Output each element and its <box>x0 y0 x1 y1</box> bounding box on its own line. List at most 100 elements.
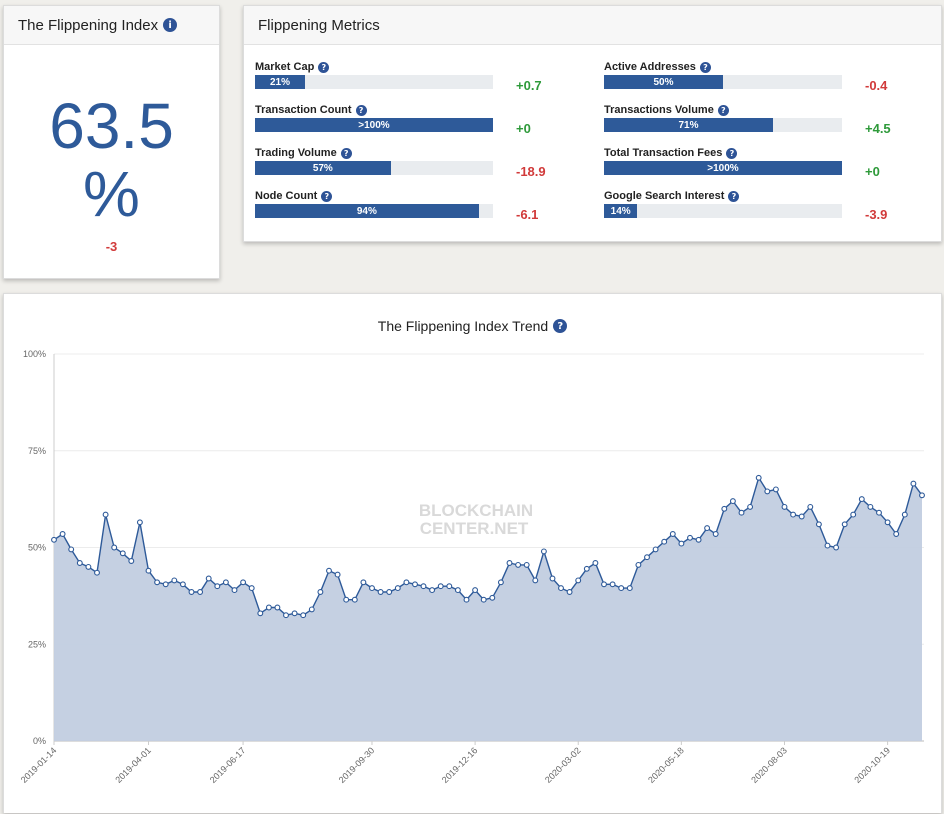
metric-label: Total Transaction Fees? <box>604 146 934 160</box>
y-tick-label: 25% <box>28 639 46 649</box>
data-point <box>764 488 771 495</box>
data-point <box>704 525 711 532</box>
metric-market-cap: Market Cap? 21% +0.7 <box>255 60 585 100</box>
data-point <box>205 575 212 582</box>
data-point <box>300 612 307 619</box>
metric-change: +0 <box>865 164 880 179</box>
y-tick-label: 0% <box>33 736 46 746</box>
metric-transaction-count: Transaction Count? >100% +0 <box>255 103 585 143</box>
metric-label: Transaction Count? <box>255 103 585 117</box>
data-point <box>661 538 668 545</box>
metric-progress-fill: 21% <box>255 75 305 89</box>
data-point <box>626 585 633 592</box>
data-point <box>635 561 642 568</box>
metric-change: -18.9 <box>516 164 546 179</box>
data-point <box>858 496 865 503</box>
data-point <box>644 554 650 561</box>
data-point <box>188 589 195 595</box>
metric-label-text: Google Search Interest <box>604 190 725 202</box>
index-change: -3 <box>105 239 118 254</box>
data-point <box>214 583 221 590</box>
data-point <box>145 567 152 574</box>
metric-change: +4.5 <box>865 121 891 136</box>
metric-progress-bar: >100% <box>604 161 842 175</box>
data-point <box>343 596 350 603</box>
data-point <box>618 585 625 592</box>
data-point <box>558 585 564 592</box>
data-point <box>712 531 719 537</box>
help-icon[interactable]: ? <box>699 61 711 73</box>
help-icon[interactable]: ? <box>726 147 738 159</box>
x-tick-label: 2020-08-03 <box>749 745 789 785</box>
help-icon[interactable]: ? <box>318 61 330 73</box>
metric-label: Market Cap? <box>255 60 585 74</box>
data-point <box>687 534 693 541</box>
data-point <box>231 587 238 594</box>
data-point <box>755 474 762 481</box>
data-point <box>738 509 745 516</box>
data-point <box>240 579 247 586</box>
metric-progress-bar: 50% <box>604 75 842 89</box>
data-point <box>360 579 367 586</box>
metric-transactions-volume: Transactions Volume? 71% +4.5 <box>604 103 934 143</box>
help-icon[interactable]: ? <box>553 319 568 333</box>
data-point <box>351 596 358 603</box>
data-point <box>111 544 118 551</box>
data-point <box>317 589 324 595</box>
help-icon[interactable]: ? <box>728 190 740 202</box>
data-point <box>102 511 109 518</box>
metric-node-count: Node Count? 94% -6.1 <box>255 189 585 229</box>
trend-card: The Flippening Index Trend ? 0% 25% 50% 75%… <box>3 293 942 813</box>
data-point <box>652 546 659 553</box>
help-icon[interactable]: ? <box>355 104 367 116</box>
help-icon[interactable]: ? <box>321 190 333 202</box>
data-point <box>437 583 444 590</box>
x-tick-label: 2020-10-19 <box>852 745 892 785</box>
metric-progress-fill: 14% <box>604 204 638 218</box>
data-point <box>833 544 840 551</box>
data-point <box>523 561 530 568</box>
metric-progress-fill: 50% <box>604 75 723 89</box>
info-icon[interactable]: i <box>163 18 178 32</box>
data-point <box>884 519 891 526</box>
data-point <box>377 589 384 595</box>
data-point <box>540 548 547 555</box>
metric-progress-fill: >100% <box>255 118 493 132</box>
data-point <box>94 569 100 576</box>
data-point <box>257 610 264 617</box>
series-area <box>54 477 922 741</box>
metric-label: Google Search Interest? <box>604 189 934 203</box>
data-point <box>463 596 470 603</box>
help-icon[interactable]: ? <box>340 147 352 159</box>
trend-title-text: The Flippening Index Trend <box>377 318 549 334</box>
data-point <box>824 542 831 549</box>
metric-label: Trading Volume? <box>255 146 585 160</box>
data-point <box>901 511 908 518</box>
data-point <box>841 521 848 528</box>
data-point <box>815 521 822 528</box>
data-point <box>403 579 410 586</box>
data-point <box>326 567 332 574</box>
metric-label: Active Addresses? <box>604 60 934 74</box>
data-point <box>171 577 178 584</box>
help-icon[interactable]: ? <box>717 104 729 116</box>
metric-label: Transactions Volume? <box>604 103 934 117</box>
y-tick-label: 75% <box>28 446 46 456</box>
data-point <box>369 585 375 592</box>
x-tick-label: 2019-01-14 <box>19 745 59 785</box>
metric-progress-bar: >100% <box>255 118 493 132</box>
data-point <box>420 583 427 590</box>
data-point <box>222 579 229 586</box>
metrics-card-header: Flippening Metrics <box>244 6 941 45</box>
data-point <box>695 536 702 543</box>
x-tick-label: 2019-12-16 <box>440 745 480 785</box>
data-point <box>394 585 401 592</box>
metric-progress-bar: 71% <box>604 118 842 132</box>
data-point <box>446 583 453 590</box>
metric-label-text: Transactions Volume <box>604 104 714 116</box>
metric-label-text: Market Cap <box>255 61 315 73</box>
metric-active-addresses: Active Addresses? 50% -0.4 <box>604 60 934 100</box>
metric-progress-bar: 14% <box>604 204 842 218</box>
data-point <box>729 498 736 505</box>
metric-progress-fill: 94% <box>255 204 479 218</box>
